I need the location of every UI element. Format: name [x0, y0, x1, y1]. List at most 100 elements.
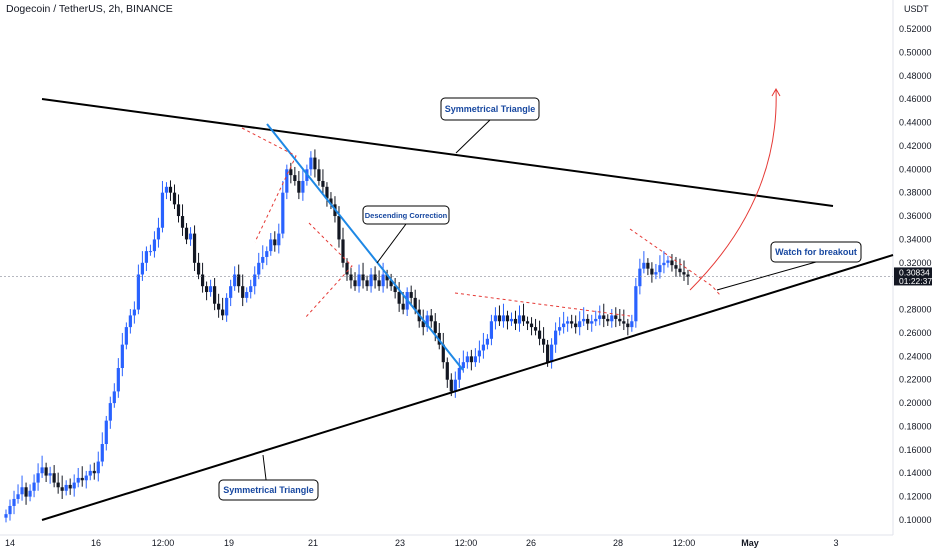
candle-body [517, 315, 522, 324]
candle-body [578, 321, 582, 328]
candle-body [221, 309, 225, 316]
candle-body [225, 297, 229, 316]
candle-body [473, 356, 477, 363]
candle-body [233, 274, 237, 287]
candle-body [413, 297, 417, 310]
candle-body [566, 321, 570, 324]
candle-body [529, 323, 534, 328]
candle-body [213, 286, 217, 304]
candle-body [497, 315, 502, 322]
candle-body [638, 268, 642, 287]
candle-body [204, 286, 209, 293]
x-tick-label: 12:00 [673, 538, 696, 548]
candle-body [148, 251, 153, 253]
candle-body [469, 356, 473, 363]
candle-body [465, 356, 469, 363]
x-tick-label: May [741, 538, 759, 548]
callout-top-triangle-label: Symmetrical Triangle [445, 104, 536, 114]
candle-body [128, 315, 132, 328]
y-tick-label: 0.52000 [899, 24, 932, 34]
candle-body [112, 391, 116, 404]
candle-body [658, 265, 662, 273]
callout-breakout-box [770, 241, 862, 263]
callout-descending-pointer [376, 223, 407, 264]
target-arrow [689, 88, 777, 291]
candle-body [12, 498, 16, 506]
y-tick-label: 0.10000 [899, 515, 932, 525]
candle-body [429, 315, 433, 322]
candle-body [365, 280, 369, 287]
y-tick-label: 0.16000 [899, 445, 932, 455]
candle-body [489, 321, 494, 339]
x-tick-label: 21 [308, 538, 318, 548]
candle-body [277, 233, 281, 246]
candle-body [152, 239, 157, 252]
candle-body [56, 482, 60, 488]
candle-body [389, 280, 393, 287]
candle-body [562, 323, 566, 328]
x-tick-label: 19 [224, 538, 234, 548]
x-tick-label: 12:00 [455, 538, 478, 548]
y-tick-label: 0.34000 [899, 234, 932, 244]
candle-body [229, 286, 233, 298]
x-tick-label: 23 [395, 538, 405, 548]
candle-body [670, 260, 674, 266]
candle-body [457, 368, 461, 380]
candle-body [116, 368, 120, 392]
callout-bottom-triangle-label: Symmetrical Triangle [223, 485, 314, 495]
candle-body [445, 362, 449, 380]
candle-body [421, 321, 425, 328]
candle-body [353, 280, 357, 287]
candle-body [313, 157, 317, 170]
red-dashed-wedge [304, 222, 353, 319]
target-arrowhead [771, 87, 781, 97]
x-tick-label: 12:00 [152, 538, 175, 548]
candle-body [433, 321, 437, 333]
candle-body [285, 169, 289, 193]
y-tick-label: 0.46000 [899, 94, 932, 104]
callout-top-triangle-pointer [455, 119, 491, 154]
candle-body [68, 484, 72, 489]
callout-breakout-label: Watch for breakout [775, 247, 857, 257]
candle-body [485, 338, 490, 345]
candle-body [650, 268, 654, 275]
candle-body [501, 315, 506, 322]
candle-body [309, 157, 313, 170]
callout-bottom-triangle-box [218, 479, 319, 501]
triangle-upper-line [41, 98, 834, 207]
candle-body [618, 318, 622, 322]
candle-body [184, 227, 189, 240]
candle-body [237, 274, 241, 287]
y-tick-label: 0.38000 [899, 188, 932, 198]
candle-body [385, 274, 389, 281]
candle-body [16, 494, 20, 499]
callout-breakout-pointer [716, 261, 817, 291]
candle-body [52, 473, 56, 483]
x-tick-label: 16 [91, 538, 101, 548]
candle-body [36, 473, 40, 483]
candle-body [80, 477, 84, 481]
y-tick-label: 0.24000 [899, 351, 932, 361]
candle-body [217, 303, 221, 310]
candle-body [257, 262, 261, 275]
candle-body [449, 379, 453, 392]
candle-body [401, 303, 405, 310]
currency-label: USDT [904, 4, 929, 14]
x-tick-label: 28 [613, 538, 623, 548]
candle-body [96, 461, 100, 474]
candle-body [626, 323, 630, 328]
candle-body [345, 262, 349, 275]
candle-body [273, 239, 277, 246]
candle-body [40, 467, 44, 474]
callout-top-triangle-box [440, 97, 540, 121]
y-tick-label: 0.26000 [899, 328, 932, 338]
candle-body [84, 475, 88, 481]
candle-body [574, 323, 578, 328]
y-tick-label: 0.28000 [899, 305, 932, 315]
x-tick-label: 14 [5, 538, 15, 548]
candle-body [586, 318, 590, 324]
candle-body [397, 292, 401, 304]
candle-body [533, 327, 538, 331]
callout-descending-box [362, 205, 450, 225]
